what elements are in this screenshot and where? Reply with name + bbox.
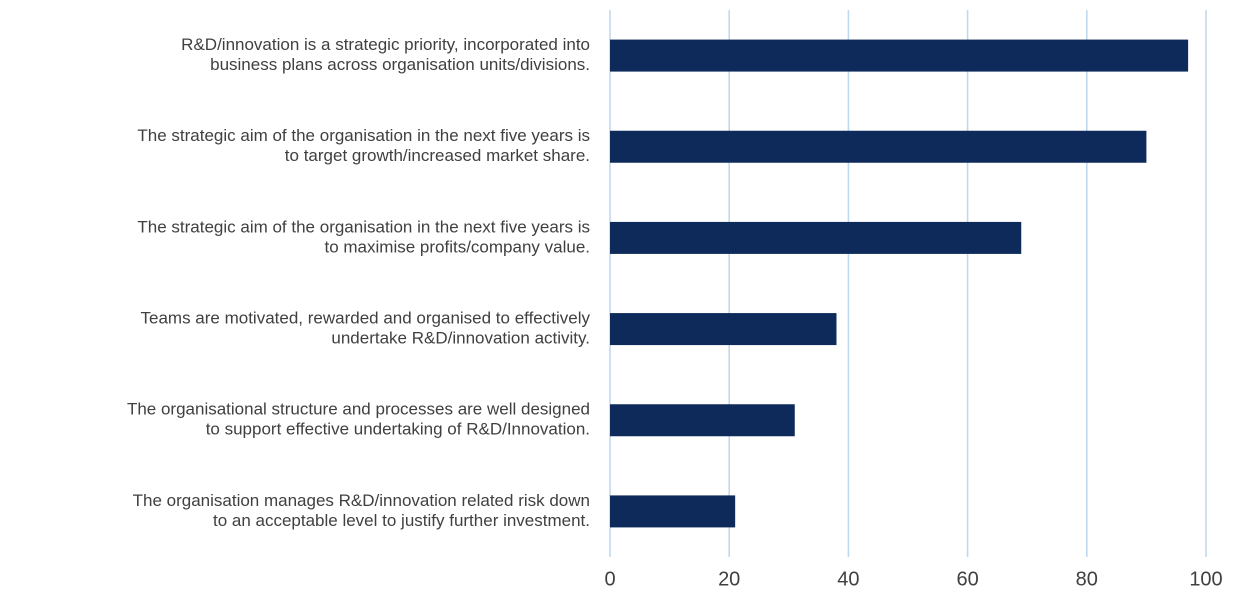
y-tick-label: Teams are motivated, rewarded and organi… xyxy=(141,309,591,328)
bar xyxy=(610,313,837,346)
x-tick-label: 80 xyxy=(1076,568,1098,590)
y-tick-label: to support effective undertaking of R&D/… xyxy=(206,420,590,439)
bar xyxy=(610,404,795,437)
x-tick-label: 40 xyxy=(837,568,859,590)
bar xyxy=(610,130,1147,163)
y-tick-label: to an acceptable level to justify furthe… xyxy=(213,511,590,530)
x-tick-label: 60 xyxy=(956,568,978,590)
y-tick-label: undertake R&D/innovation activity. xyxy=(331,329,590,348)
y-tick-label: business plans across organisation units… xyxy=(210,55,590,74)
y-tick-label: R&D/innovation is a strategic priority, … xyxy=(181,35,590,54)
y-tick-label: The organisation manages R&D/innovation … xyxy=(133,491,590,510)
bar xyxy=(610,39,1189,72)
bar xyxy=(610,495,736,528)
y-tick-label: to maximise profits/company value. xyxy=(325,237,591,256)
x-tick-label: 20 xyxy=(718,568,740,590)
x-tick-label: 100 xyxy=(1189,568,1222,590)
bar xyxy=(610,221,1022,254)
y-tick-label: to target growth/increased market share. xyxy=(285,146,590,165)
y-tick-label: The strategic aim of the organisation in… xyxy=(137,217,590,236)
y-tick-label: The organisational structure and process… xyxy=(127,400,590,419)
y-tick-label: The strategic aim of the organisation in… xyxy=(137,126,590,145)
x-tick-label: 0 xyxy=(604,568,615,590)
